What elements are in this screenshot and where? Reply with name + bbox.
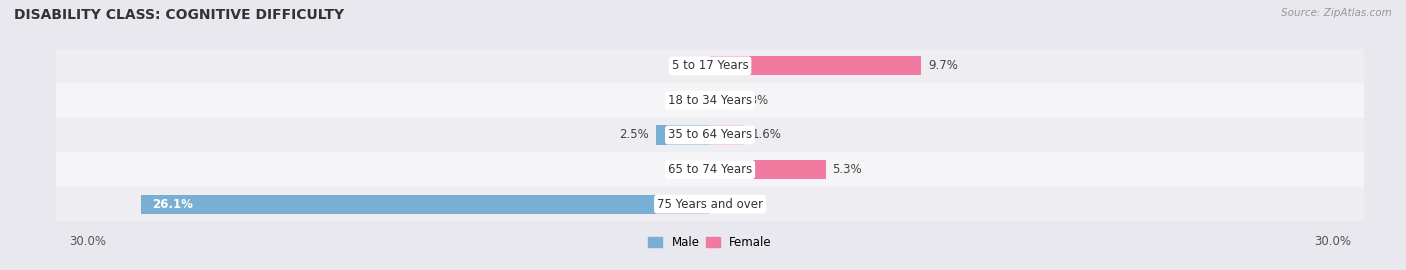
Text: 2.5%: 2.5% [619, 129, 650, 141]
Text: 30.0%: 30.0% [1313, 235, 1351, 248]
Bar [56, 83, 1364, 118]
Bar [710, 160, 825, 179]
Bar [56, 187, 1364, 221]
Bar [655, 126, 710, 144]
Text: 9.7%: 9.7% [928, 59, 957, 72]
Bar [56, 152, 1364, 187]
Text: 0.0%: 0.0% [673, 163, 703, 176]
Bar [710, 91, 725, 110]
Text: 18 to 34 Years: 18 to 34 Years [668, 94, 752, 107]
Bar [56, 49, 1364, 83]
Text: 35 to 64 Years: 35 to 64 Years [668, 129, 752, 141]
Text: 0.68%: 0.68% [731, 94, 769, 107]
Bar [710, 56, 921, 75]
Text: 5 to 17 Years: 5 to 17 Years [672, 59, 748, 72]
Text: 1.6%: 1.6% [751, 129, 782, 141]
Text: 30.0%: 30.0% [69, 235, 107, 248]
Text: 0.0%: 0.0% [673, 59, 703, 72]
Text: 0.0%: 0.0% [673, 94, 703, 107]
Text: Source: ZipAtlas.com: Source: ZipAtlas.com [1281, 8, 1392, 18]
Text: DISABILITY CLASS: COGNITIVE DIFFICULTY: DISABILITY CLASS: COGNITIVE DIFFICULTY [14, 8, 344, 22]
Text: 75 Years and over: 75 Years and over [657, 198, 763, 211]
Bar [56, 118, 1364, 152]
Text: 65 to 74 Years: 65 to 74 Years [668, 163, 752, 176]
Text: 5.3%: 5.3% [832, 163, 862, 176]
Text: 26.1%: 26.1% [152, 198, 193, 211]
Bar [710, 126, 745, 144]
Legend: Male, Female: Male, Female [644, 231, 776, 254]
Bar [141, 195, 710, 214]
Text: 0.0%: 0.0% [717, 198, 747, 211]
